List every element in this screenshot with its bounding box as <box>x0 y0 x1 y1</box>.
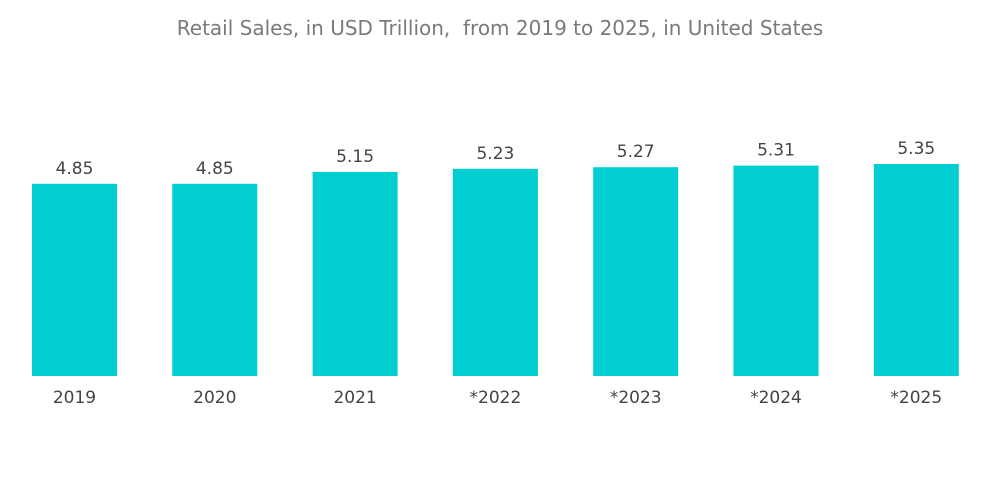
data-label-2025: 5.35 <box>897 139 935 159</box>
x-tick-label-2020: 2020 <box>193 388 236 408</box>
bar-2020 <box>172 183 258 376</box>
data-label-2022: 5.23 <box>476 144 514 164</box>
bars-layer <box>32 164 959 376</box>
x-tick-label-2025: *2025 <box>890 388 942 408</box>
chart-title: Retail Sales, in USD Trillion, from 2019… <box>176 16 824 40</box>
x-tick-label-2022: *2022 <box>470 388 522 408</box>
bar-2024 <box>733 165 819 376</box>
data-label-2021: 5.15 <box>336 147 374 167</box>
bar-2019 <box>32 183 117 376</box>
data-label-2023: 5.27 <box>617 142 655 162</box>
x-tick-label-2021: 2021 <box>333 388 376 408</box>
labels-layer: 4.85 2019 4.85 2020 5.15 2021 5.23 *2022 5.27 *20… <box>53 139 942 408</box>
x-tick-label-2023: *2023 <box>610 388 662 408</box>
x-tick-label-2019: 2019 <box>53 388 96 408</box>
bar-2023 <box>593 167 679 376</box>
data-label-2019: 4.85 <box>56 159 94 179</box>
data-label-2020: 4.85 <box>196 159 234 179</box>
bar-2022 <box>452 168 538 376</box>
bar-2021 <box>312 171 398 376</box>
bar-2025 <box>873 164 959 376</box>
data-label-2024: 5.31 <box>757 141 795 161</box>
x-tick-label-2024: *2024 <box>750 388 802 408</box>
